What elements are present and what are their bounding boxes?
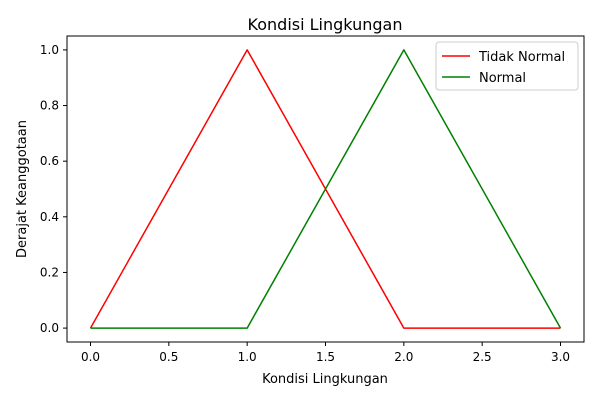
x-tick-label: 0.0 <box>81 350 100 364</box>
x-tick-label: 1.5 <box>316 350 335 364</box>
legend-label-normal: Normal <box>479 71 526 86</box>
tick-group: 0.0 0.5 1.0 1.5 2.0 2.5 3.0 0.0 0.2 0.4 0.6 0.8 1.0 <box>40 43 570 364</box>
y-tick-label: 0.6 <box>40 154 59 168</box>
x-tick-label: 2.0 <box>394 350 413 364</box>
x-tick-label: 0.5 <box>159 350 178 364</box>
y-tick-label: 1.0 <box>40 43 59 57</box>
legend-box <box>435 41 579 91</box>
x-axis-label: Kondisi Lingkungan <box>262 372 388 387</box>
series-group <box>89 49 562 329</box>
y-tick-label: 0.2 <box>40 265 59 279</box>
chart-title: Kondisi Lingkungan <box>248 15 403 34</box>
x-tick-label: 3.0 <box>551 350 570 364</box>
plot-frame <box>66 35 585 343</box>
y-tick-label: 0.0 <box>40 321 59 335</box>
y-axis-label: Derajat Keanggotaan <box>15 120 30 258</box>
legend: Tidak Normal Normal <box>435 41 579 91</box>
legend-label-tidak-normal: Tidak Normal <box>478 50 565 65</box>
y-tick-label: 0.8 <box>40 99 59 113</box>
y-tick-label: 0.4 <box>40 210 59 224</box>
x-tick-label: 1.0 <box>238 350 257 364</box>
x-tick-label: 2.5 <box>473 350 492 364</box>
series-line-normal <box>90 49 562 329</box>
